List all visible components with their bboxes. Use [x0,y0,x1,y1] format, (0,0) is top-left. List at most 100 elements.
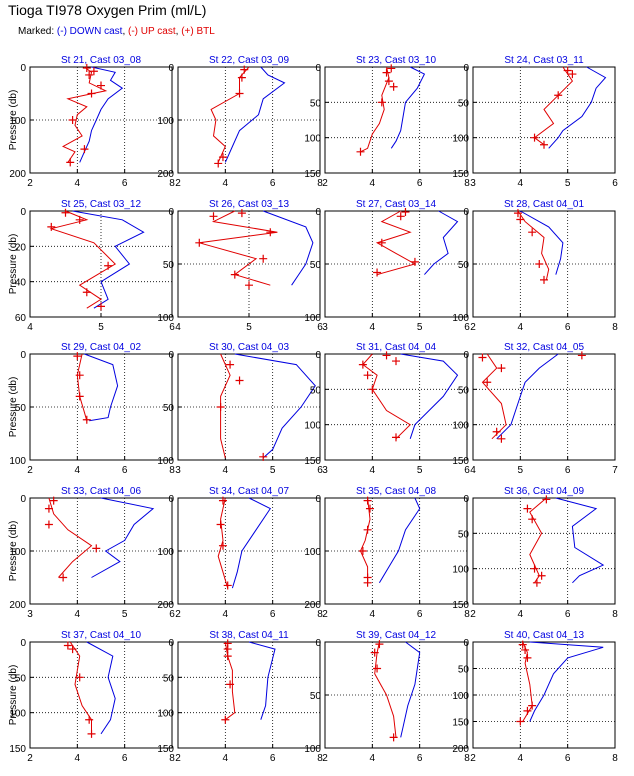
panel: St 24, Cast 03_11 3 4 5 6 0 50 100 150 [452,55,618,189]
y-tick-label: 150 [9,744,26,755]
btl-marker [389,82,398,91]
panel: St 32, Cast 04_05 4 5 6 7 0 50 100 150 [452,342,618,476]
panel-title: St 39, Cast 04_12 [356,630,436,641]
x-tick-label: 6 [270,178,276,189]
x-tick-label: 2 [322,178,328,189]
x-tick-label: 4 [370,609,376,620]
panel-title: St 26, Cast 03_13 [209,199,289,210]
y-axis-label: Pressure (db) [8,234,19,295]
btl-marker [259,254,268,263]
x-tick-label: 5 [417,465,423,476]
btl-marker [356,147,365,156]
x-tick-label: 2 [175,753,181,764]
series-up-cast [48,497,93,578]
series-down-cast [378,497,421,584]
btl-marker [59,573,68,582]
panel-title: St 22, Cast 03_09 [209,55,289,66]
x-tick-label: 6 [417,178,423,189]
y-tick-label: 50 [163,260,175,271]
x-tick-label: 8 [317,609,323,620]
btl-marker [92,544,101,553]
panel-title: St 31, Cast 04_04 [356,342,436,353]
x-tick-label: 5 [518,465,524,476]
x-tick-label: 2 [27,178,33,189]
panel-title: St 29, Cast 04_02 [61,342,141,353]
y-tick-label: 200 [452,744,469,755]
y-tick-label: 0 [168,63,174,74]
y-tick-label: 200 [304,600,321,611]
page-title: Tioga TI978 Oxygen Prim (ml/L) [8,2,207,18]
btl-marker [537,571,546,580]
panel-title: St 23, Cast 03_10 [356,55,436,66]
x-tick-label: 6 [417,609,423,620]
y-axis-label: Pressure (db) [8,90,19,151]
btl-marker [370,648,379,657]
y-tick-label: 50 [458,260,470,271]
panel-title: St 28, Cast 04_01 [504,199,584,210]
x-tick-label: 3 [175,465,181,476]
y-tick-label: 0 [168,207,174,218]
x-tick-label: 6 [565,322,571,333]
y-tick-label: 0 [315,350,321,361]
series-down-cast [91,497,155,578]
y-tick-label: 0 [463,207,469,218]
x-tick-label: 4 [518,609,524,620]
x-tick-label: 4 [518,322,524,333]
panel-title: St 30, Cast 04_03 [209,342,289,353]
btl-marker [535,260,544,268]
y-tick-label: 0 [20,494,26,505]
btl-marker [80,145,89,154]
btl-marker [363,525,372,534]
series-up-cast [362,353,412,440]
y-tick-label: 50 [458,665,470,676]
btl-marker [104,261,113,270]
btl-marker [530,133,539,142]
series-up-cast [517,210,550,281]
btl-marker [47,222,56,231]
y-tick-label: 100 [304,744,321,755]
series-down-cast [496,353,559,440]
y-tick-label: 0 [315,638,321,649]
panel-title: St 34, Cast 04_07 [209,486,289,497]
series-up-cast [49,210,117,309]
series-down-cast [263,210,314,286]
y-tick-label: 100 [304,313,321,324]
btl-marker [237,73,246,82]
btl-marker [49,496,58,505]
x-tick-label: 5 [246,322,252,333]
x-tick-label: 3 [322,322,328,333]
y-tick-label: 0 [463,350,469,361]
x-tick-label: 4 [370,753,376,764]
btl-marker [245,281,253,290]
x-tick-label: 4 [223,609,229,620]
plot-frame [324,66,468,174]
y-tick-label: 100 [157,116,174,127]
btl-marker [82,64,91,73]
x-tick-label: 6 [565,753,571,764]
y-tick-label: 200 [9,600,26,611]
series-up-cast [217,497,229,589]
series-up-cast [359,497,371,583]
btl-marker [82,288,91,297]
series-down-cast [529,641,604,722]
series-up-cast [69,641,92,734]
x-tick-label: 4 [370,465,376,476]
panel-title: St 38, Cast 04_11 [209,630,289,641]
btl-marker [554,91,563,100]
series-up-cast [360,66,390,153]
x-tick-label: 6 [122,178,128,189]
panel: St 36, Cast 04_09 2 4 6 8 0 50 100 150 [452,486,618,620]
btl-marker [375,640,384,649]
x-tick-label: 6 [464,322,470,333]
y-tick-label: 50 [458,98,470,109]
btl-marker [528,228,537,237]
btl-marker [68,645,77,654]
x-tick-label: 8 [464,178,470,189]
btl-marker [209,212,218,221]
x-tick-label: 6 [565,609,571,620]
series-up-cast [481,353,507,440]
x-tick-label: 8 [317,178,323,189]
x-tick-label: 8 [612,322,618,333]
panel-title: St 25, Cast 03_12 [61,199,141,210]
